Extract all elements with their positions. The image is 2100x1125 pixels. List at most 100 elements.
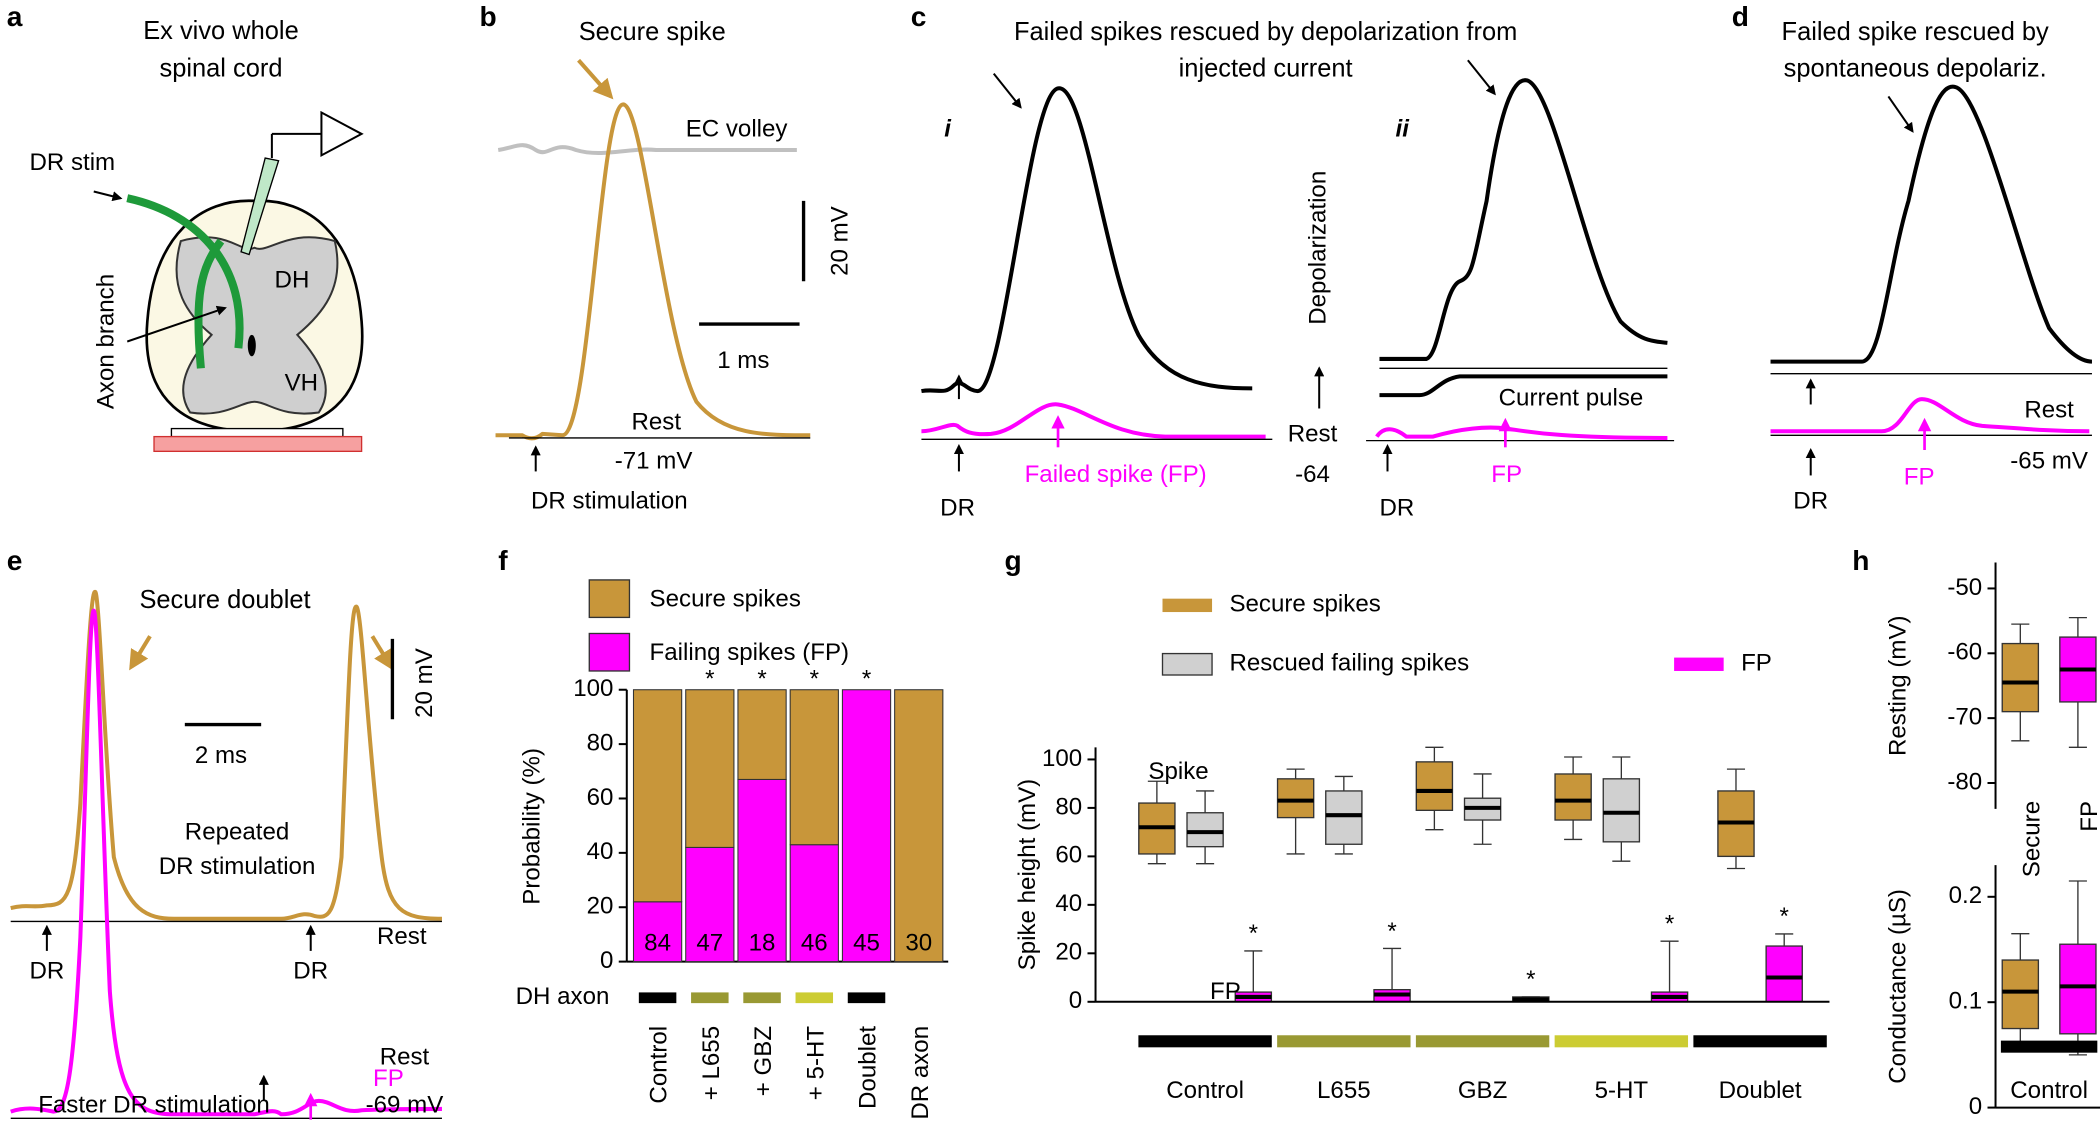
- panel-letter: a: [7, 1, 23, 32]
- label: DR: [940, 494, 975, 521]
- panel-letter: g: [1004, 545, 1021, 576]
- label: DR stim: [29, 149, 115, 176]
- row-label: DH axon: [516, 983, 610, 1010]
- significance: *: [1526, 966, 1535, 993]
- group-bar: [847, 992, 886, 1004]
- label: Faster DR stimulation: [38, 1092, 270, 1119]
- label: Axon branch: [93, 274, 120, 409]
- box: [2059, 943, 2097, 1035]
- y-axis-label: Resting (mV): [1884, 615, 1911, 756]
- bar-segment: [789, 844, 839, 963]
- arrow: [1467, 59, 1496, 96]
- n-label: 47: [696, 930, 723, 957]
- group-bar: [691, 992, 729, 1004]
- significance: *: [1780, 903, 1789, 930]
- y-tick-label: 40: [1055, 890, 1082, 917]
- y-tick-label: 20: [1055, 939, 1082, 966]
- y-tick-label: 100: [1042, 745, 1082, 772]
- panel-title: Failed spikes rescued by depolarization …: [1014, 18, 1517, 46]
- label: DR stimulation: [159, 853, 316, 880]
- panel-letter: c: [911, 1, 927, 32]
- x-tick-label: Doublet: [1719, 1077, 1802, 1104]
- group-bar: [1415, 1035, 1550, 1048]
- label: Repeated: [185, 818, 290, 845]
- x-tick-label: Doublet: [855, 1026, 882, 1109]
- x-tick-label: L655: [1317, 1077, 1371, 1104]
- arrow: [992, 73, 1022, 109]
- y-axis-label: Conductance (µS): [1884, 889, 1911, 1084]
- legend-label: Rescued failing spikes: [1229, 650, 1469, 677]
- box: [1276, 778, 1315, 819]
- panel-letter: b: [479, 1, 496, 32]
- trace: [495, 102, 811, 441]
- y-tick-label: 60: [587, 784, 614, 811]
- bar-segment: [894, 689, 944, 963]
- label: DR: [1793, 488, 1828, 515]
- series-label: Secure: [2018, 801, 2045, 877]
- annotation: FP: [1210, 978, 1241, 1005]
- label: Rest: [631, 409, 681, 436]
- y-tick-label: 0: [1969, 1093, 1982, 1120]
- x-tick-label: Control: [2010, 1077, 2088, 1104]
- label: EC volley: [686, 115, 788, 142]
- panel-letter: h: [1852, 545, 1869, 576]
- n-label: 46: [801, 930, 828, 957]
- label: -64: [1295, 461, 1330, 488]
- x-tick-label: 5-HT: [1595, 1077, 1649, 1104]
- y-tick-label: 0: [600, 947, 613, 974]
- x-tick-label: + GBZ: [750, 1026, 777, 1096]
- box: [2001, 959, 2040, 1030]
- y-tick-label: 100: [573, 675, 613, 702]
- y-tick-label: 40: [587, 838, 614, 865]
- label: Rest: [2024, 397, 2074, 424]
- label: Depolarization: [1305, 171, 1332, 325]
- label: i: [944, 115, 952, 142]
- amplifier: [271, 110, 364, 158]
- label: Failed spike (FP): [1025, 461, 1207, 488]
- label: DR: [1379, 494, 1414, 521]
- chamber: [153, 435, 363, 453]
- label: ii: [1396, 115, 1411, 142]
- panel-title: spinal cord: [159, 54, 282, 82]
- legend-label: Failing spikes (FP): [650, 639, 850, 666]
- trace: [921, 86, 1253, 394]
- n-label: 18: [749, 930, 776, 957]
- label: Rest: [380, 1043, 430, 1070]
- label: -69 mV: [366, 1092, 444, 1119]
- trace: [10, 589, 442, 921]
- arrow: [1887, 95, 1914, 133]
- significance: *: [810, 666, 819, 693]
- significance: *: [1665, 910, 1674, 937]
- y-tick-label: -80: [1947, 768, 1982, 795]
- x-tick-label: Control: [646, 1026, 673, 1104]
- label: 2 ms: [195, 742, 247, 769]
- bar-segment: [737, 689, 787, 780]
- group-bar: [795, 992, 834, 1004]
- label: DH: [275, 267, 310, 294]
- legend-swatch: [588, 579, 631, 619]
- box: [1415, 761, 1454, 812]
- label: FP: [373, 1065, 404, 1092]
- y-axis-label: Spike height (mV): [1014, 779, 1041, 970]
- significance: *: [1249, 920, 1258, 947]
- series-label: FP: [2076, 801, 2100, 832]
- label: -71 mV: [615, 447, 693, 474]
- y-tick-label: 20: [587, 893, 614, 920]
- panel-letter: f: [498, 545, 508, 576]
- legend-swatch: [1674, 657, 1724, 671]
- bar-segment: [685, 689, 735, 848]
- y-tick-label: 0.1: [1949, 988, 1982, 1015]
- y-tick-label: 80: [587, 729, 614, 756]
- significance: *: [1387, 918, 1396, 945]
- n-label: 84: [644, 930, 671, 957]
- bar-segment: [841, 689, 892, 963]
- panel-letter: e: [7, 545, 23, 576]
- panel-title: Secure spike: [579, 18, 726, 46]
- panel-title: Ex vivo whole: [143, 17, 299, 45]
- y-tick-label: -50: [1947, 574, 1982, 601]
- legend-label: Secure spikes: [650, 585, 801, 612]
- panel-letter: d: [1732, 1, 1749, 32]
- n-label: 45: [853, 930, 880, 957]
- label: 20 mV: [826, 206, 853, 276]
- panel-title: spontaneous depolariz.: [1784, 54, 2047, 82]
